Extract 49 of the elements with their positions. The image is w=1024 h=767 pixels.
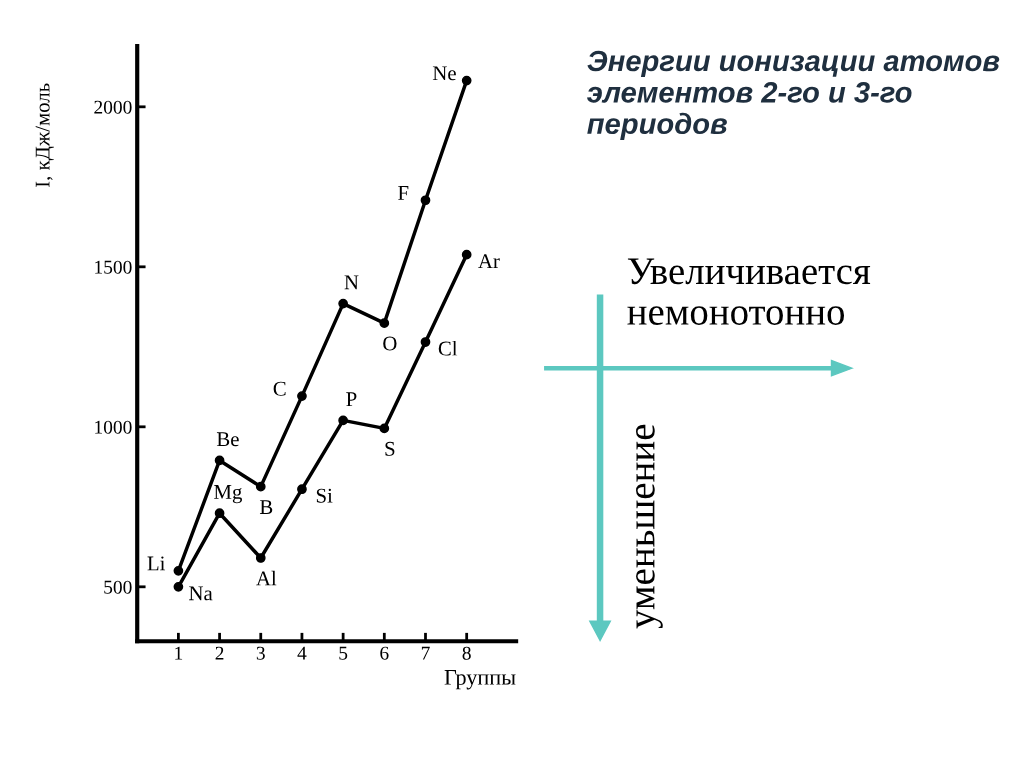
x-tick-label: 3 (256, 646, 265, 660)
text: Энергии ионизации атомов элементов 2-го и 3-го периодов (586, 50, 1000, 140)
annotation: C (273, 381, 286, 396)
x-tick-label: 6 (380, 646, 389, 660)
annotation: Al (256, 570, 277, 586)
point (297, 484, 307, 495)
point (461, 249, 472, 260)
y-tick-label: 500 (104, 580, 132, 594)
annotation: F (398, 186, 409, 200)
x-tick-label: 7 (421, 646, 430, 660)
x-tick-label: 2 (215, 646, 224, 660)
point (297, 391, 307, 401)
point (379, 423, 390, 434)
annotation: B (259, 500, 273, 514)
annotation: Na (189, 586, 213, 601)
point (461, 75, 472, 86)
annotation: Ne (432, 66, 456, 81)
point (338, 415, 348, 426)
point (214, 455, 225, 466)
x-axis-title: Группы (444, 670, 516, 690)
point (379, 318, 390, 328)
y-tick-label: 1500 (95, 260, 132, 274)
y-axis-title: I, кДж/моль (35, 83, 54, 188)
annotation: Si (316, 488, 333, 503)
point (173, 581, 184, 592)
annotation: O (383, 336, 397, 351)
y-tick-label: 2000 (94, 100, 132, 114)
point (255, 481, 266, 492)
x-tick-label: 4 (297, 646, 307, 660)
point (420, 195, 431, 206)
x-tick-label: 8 (462, 646, 471, 660)
point (420, 337, 431, 347)
point (255, 553, 266, 563)
annotation: Cl (438, 340, 458, 356)
annotation: Be (216, 432, 239, 447)
text: уменьшение (636, 424, 663, 629)
annotation: Ar (478, 254, 500, 268)
annotation: N (344, 275, 359, 290)
annotation: Mg (214, 485, 242, 504)
point (214, 508, 225, 519)
annotation: Li (147, 556, 166, 571)
x-tick-label: 1 (175, 646, 183, 660)
point (338, 298, 348, 309)
x-tick-label: 5 (339, 646, 348, 660)
y-tick-label: 1000 (95, 420, 132, 434)
text: Увеличивается немонотонно (627, 258, 871, 325)
annotation: P (346, 392, 357, 406)
annotation: S (385, 441, 395, 456)
point (173, 565, 184, 576)
